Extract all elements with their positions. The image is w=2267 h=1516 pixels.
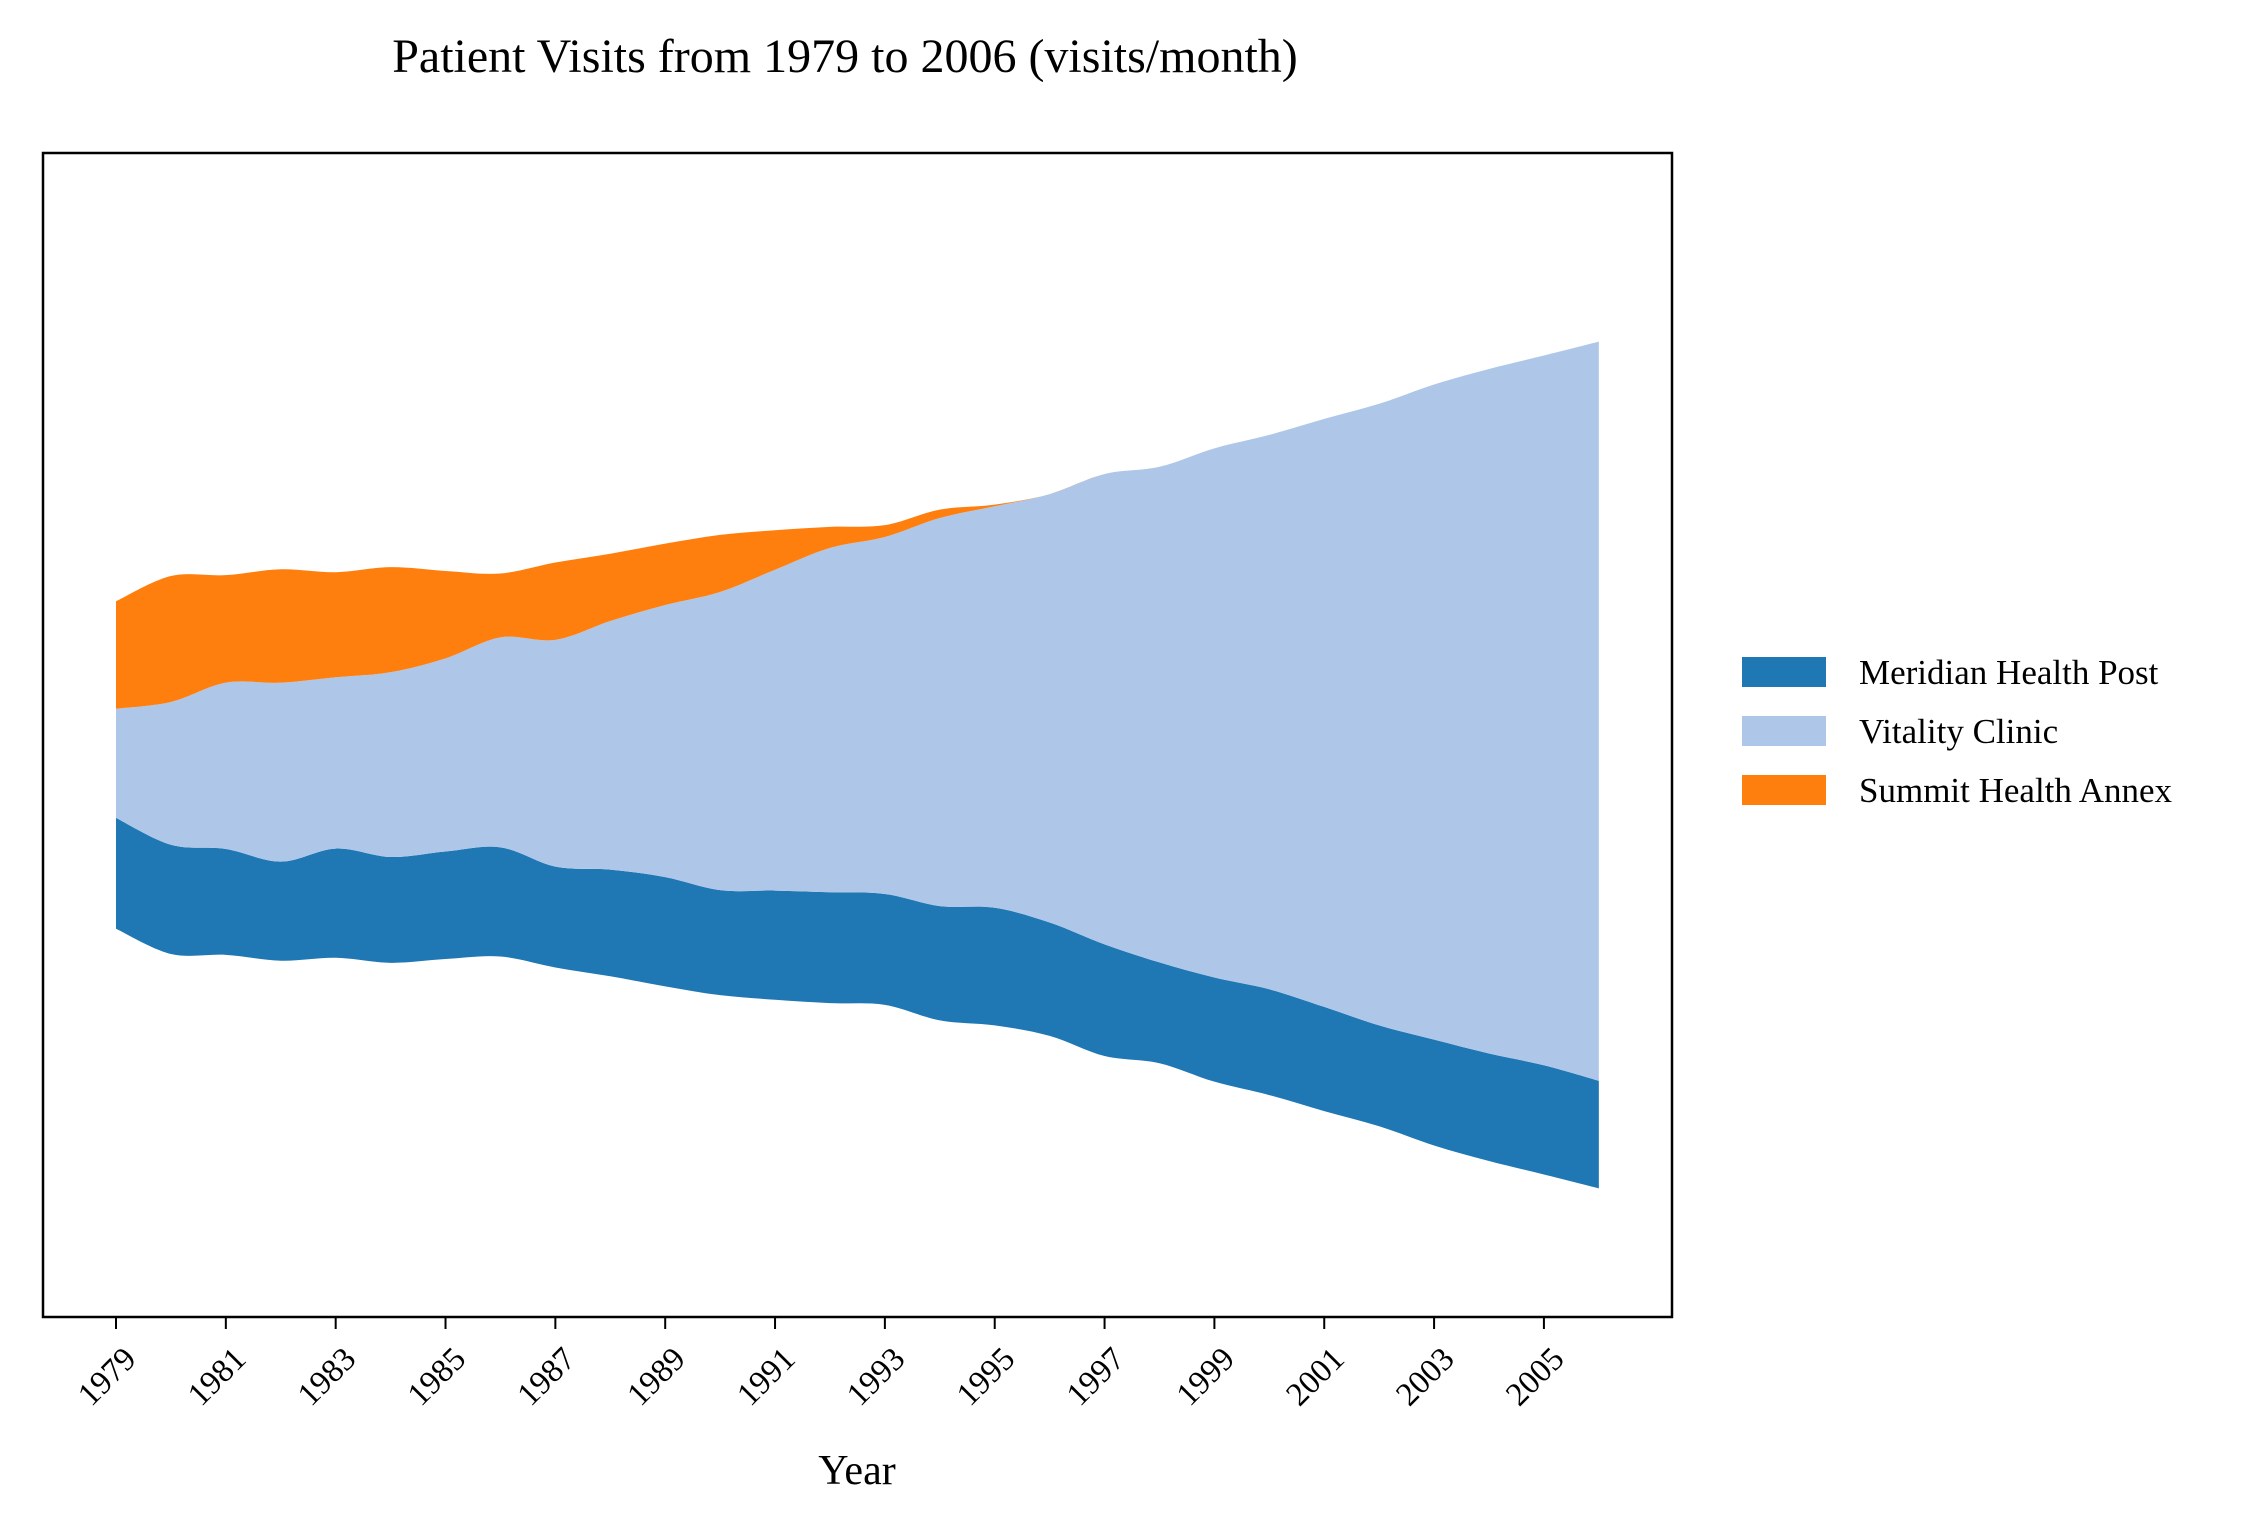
legend-label: Summit Health Annex (1859, 771, 2173, 810)
x-tick-label: 1991 (730, 1341, 802, 1413)
chart-title: Patient Visits from 1979 to 2006 (visits… (392, 30, 1298, 83)
x-tick-label: 1983 (291, 1341, 363, 1413)
stream-layers (116, 341, 1599, 1189)
legend-swatch (1742, 716, 1826, 746)
x-tick-label: 1997 (1060, 1341, 1132, 1413)
x-tick-label: 2003 (1389, 1341, 1461, 1413)
legend: Meridian Health Post Vitality Clinic Summi… (1742, 653, 2173, 810)
legend-swatch (1742, 775, 1826, 805)
legend-label: Vitality Clinic (1859, 712, 2058, 751)
x-tick-label: 1989 (621, 1341, 693, 1413)
x-tick-label: 1987 (511, 1341, 583, 1413)
x-axis-label: Year (818, 1448, 895, 1494)
x-tick-label: 1981 (181, 1341, 253, 1413)
stream-summit-health-annex (116, 341, 1599, 709)
plot-area-frame (41, 151, 1674, 1319)
legend-swatch (1742, 657, 1826, 687)
x-tick-label: 1985 (401, 1341, 473, 1413)
x-tick-label: 1999 (1170, 1341, 1242, 1413)
stream-meridian-health-post (116, 817, 1599, 1189)
legend-label: Meridian Health Post (1859, 653, 2159, 692)
x-tick-label: 2005 (1499, 1341, 1571, 1413)
x-tick-label: 1993 (840, 1341, 912, 1413)
x-tick-label: 1979 (71, 1341, 143, 1413)
x-axis-ticks: 1979 1981 1983 1985 1987 1989 1991 1993 1995 1997… (71, 1317, 1571, 1413)
stream-vitality-clinic (116, 341, 1599, 1081)
x-tick-label: 2001 (1280, 1341, 1352, 1413)
x-tick-label: 1995 (950, 1341, 1022, 1413)
